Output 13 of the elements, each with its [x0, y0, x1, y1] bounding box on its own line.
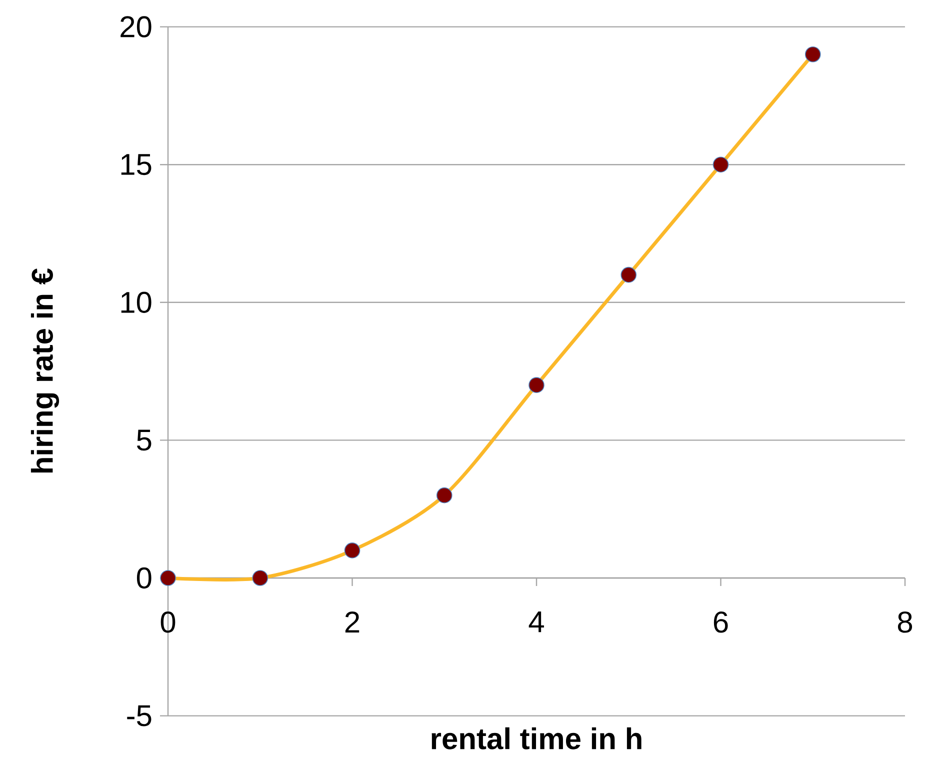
x-tick-label: 4: [528, 612, 544, 632]
y-tick-label: 0: [136, 567, 152, 589]
x-tick-label: 6: [714, 612, 728, 633]
y-axis-title: hiring rate in €: [30, 268, 60, 473]
y-tick-label: 20: [120, 16, 152, 38]
y-tick-label: 10: [121, 292, 152, 314]
x-tick-label: 0: [160, 612, 176, 633]
x-tick-label: 8: [898, 612, 912, 633]
x-axis-title: rental time in h: [432, 727, 642, 750]
y-tick-label: 15: [121, 154, 152, 176]
y-tick-label: 5: [136, 430, 152, 451]
y-tick-label: -5: [127, 705, 152, 726]
x-tick-label: 2: [345, 612, 360, 632]
